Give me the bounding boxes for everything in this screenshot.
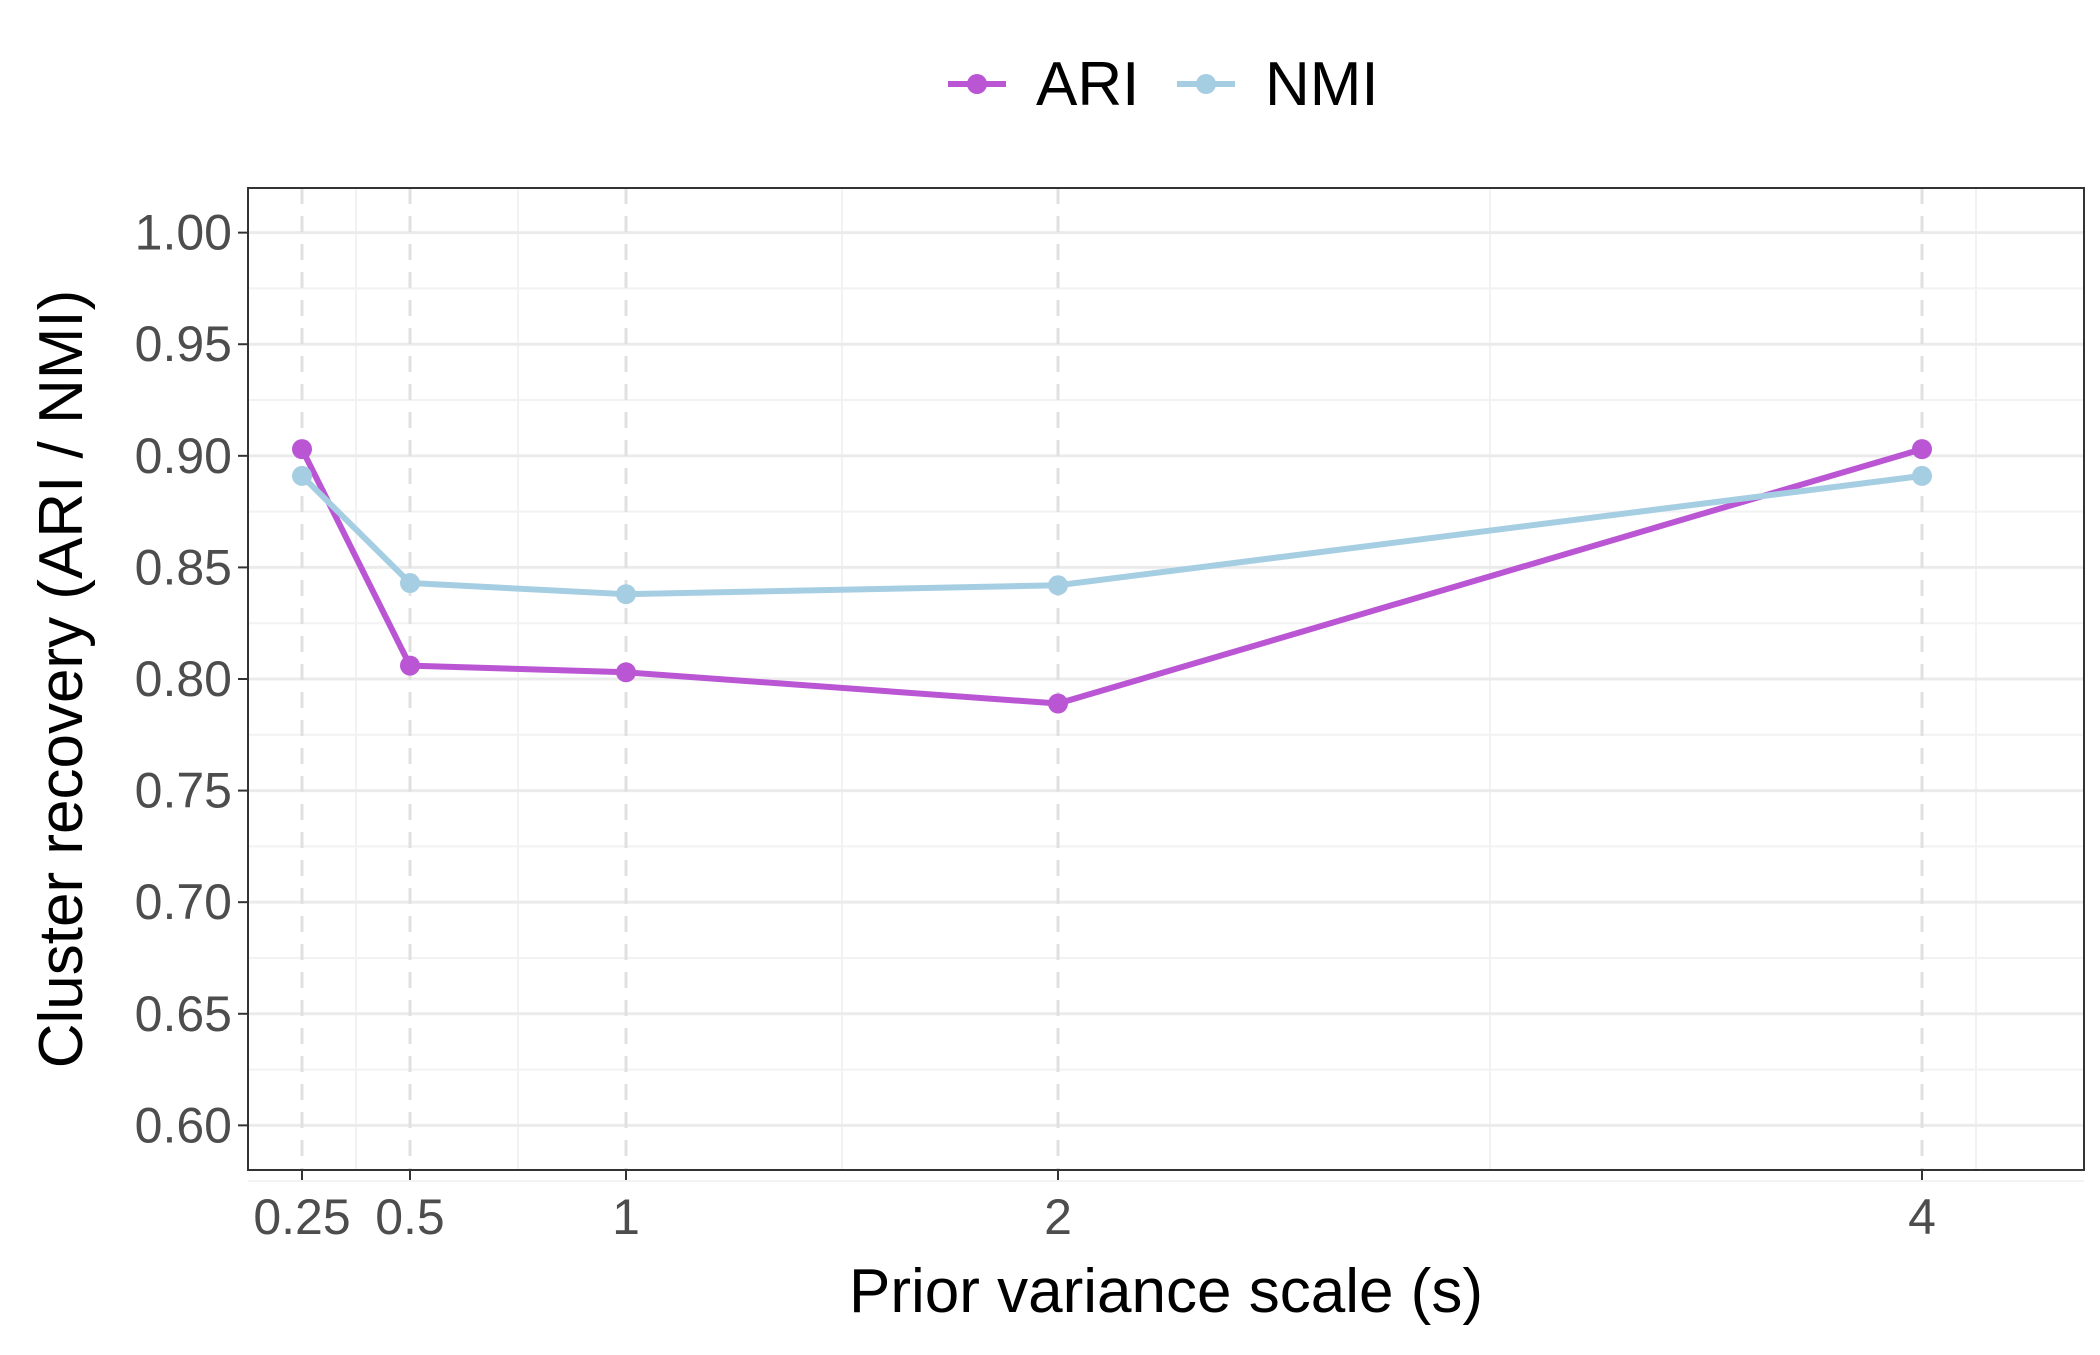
x-axis-title: Prior variance scale (s) <box>849 1257 1483 1326</box>
x-tick-label: 4 <box>1908 1189 1936 1245</box>
legend-label-ari: ARI <box>1036 50 1139 119</box>
data-point-ari <box>292 439 312 460</box>
y-tick-label: 0.95 <box>135 316 232 372</box>
y-tick-label: 0.90 <box>135 428 232 484</box>
x-tick-label: 2 <box>1044 1189 1072 1245</box>
x-tick-label: 0.25 <box>253 1189 350 1245</box>
data-point-ari <box>1912 439 1932 460</box>
data-point-ari <box>400 655 420 676</box>
series-layer <box>292 439 1932 714</box>
y-tick-label: 1.00 <box>135 205 232 261</box>
y-tick-label: 0.60 <box>135 1097 232 1153</box>
x-tick-label: 0.5 <box>375 1189 445 1245</box>
series-nmi <box>292 465 1932 605</box>
legend-marker-ari <box>967 74 987 94</box>
legend-marker-nmi <box>1196 74 1216 94</box>
legend: ARI NMI <box>948 50 1379 119</box>
data-point-ari <box>1048 693 1068 714</box>
data-point-nmi <box>1912 465 1932 486</box>
y-tick-label: 0.70 <box>135 874 232 930</box>
x-axis: 0.25 0.5 1 2 4 <box>253 1170 1936 1245</box>
legend-label-nmi: NMI <box>1265 50 1379 119</box>
y-tick-label: 0.85 <box>135 539 232 595</box>
data-point-nmi <box>400 573 420 594</box>
legend-item-nmi: NMI <box>1177 50 1379 119</box>
data-point-nmi <box>1048 575 1068 596</box>
data-point-ari <box>616 662 636 683</box>
y-tick-label: 0.65 <box>135 986 232 1042</box>
y-tick-label: 0.80 <box>135 651 232 707</box>
y-tick-label: 0.75 <box>135 763 232 819</box>
data-point-nmi <box>616 584 636 605</box>
data-point-nmi <box>292 465 312 486</box>
x-tick-label: 1 <box>612 1189 640 1245</box>
y-axis: 0.60 0.65 0.70 0.75 0.80 0.85 0.90 0.95 1.00 <box>135 205 248 1153</box>
legend-item-ari: ARI <box>948 50 1139 119</box>
y-axis-title: Cluster recovery (ARI / NMI) <box>27 290 96 1069</box>
series-ari <box>292 439 1932 714</box>
major-gridlines <box>248 231 2084 1127</box>
